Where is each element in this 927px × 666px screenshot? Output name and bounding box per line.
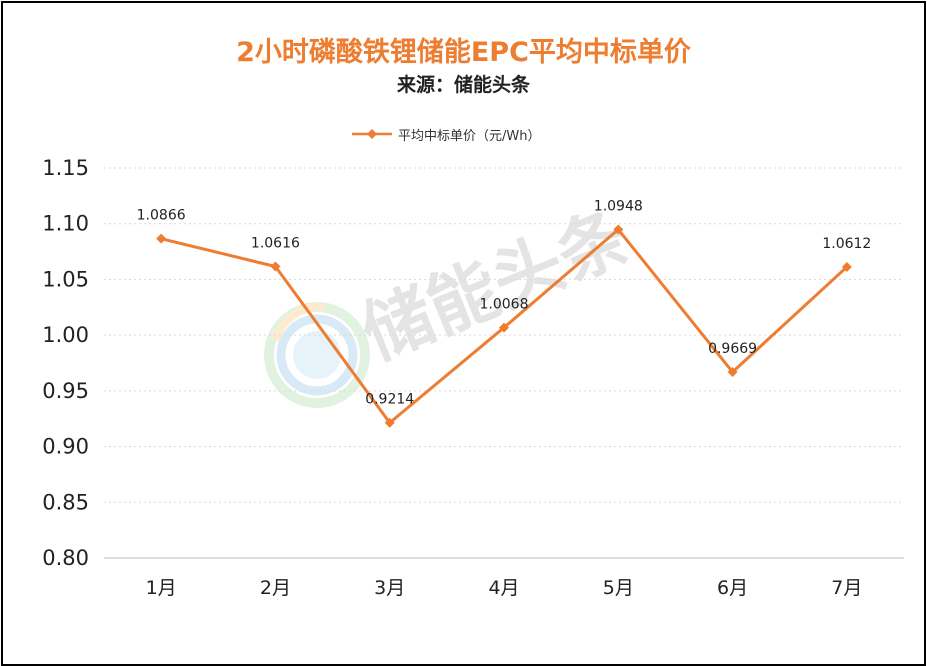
legend-line-marker — [352, 129, 392, 139]
y-tick-label: 1.15 — [42, 156, 89, 180]
data-label: 1.0612 — [822, 236, 871, 252]
data-point — [613, 224, 624, 235]
y-tick-label: 0.90 — [42, 435, 89, 459]
data-point — [727, 367, 738, 378]
y-tick-label: 0.85 — [42, 490, 89, 514]
x-tick-label: 5月 — [603, 577, 634, 599]
x-tick-label: 1月 — [146, 577, 177, 599]
data-point — [156, 233, 167, 244]
y-tick-label: 1.10 — [42, 212, 89, 236]
data-label: 1.0948 — [594, 199, 643, 215]
legend-label: 平均中标单价（元/Wh） — [398, 128, 541, 144]
y-tick-label: 0.95 — [42, 379, 89, 403]
data-label: 1.0068 — [480, 297, 529, 313]
data-label: 0.9669 — [708, 341, 757, 357]
y-tick-label: 0.80 — [42, 546, 89, 570]
data-label: 1.0866 — [137, 208, 186, 224]
x-tick-label: 4月 — [488, 577, 519, 599]
data-point — [384, 417, 395, 428]
chart-title: 2小时磷酸铁锂储能EPC平均中标单价 — [236, 37, 691, 68]
x-tick-label: 7月 — [831, 577, 862, 599]
y-tick-label: 1.05 — [42, 267, 89, 291]
chart-subtitle: 来源：储能头条 — [396, 74, 530, 96]
data-point — [841, 261, 852, 272]
x-tick-label: 3月 — [374, 577, 405, 599]
y-tick-label: 1.00 — [42, 323, 89, 347]
x-tick-label: 2月 — [260, 577, 291, 599]
x-tick-label: 6月 — [717, 577, 748, 599]
legend: 平均中标单价（元/Wh） — [350, 124, 540, 144]
data-label: 1.0616 — [251, 236, 300, 252]
data-label: 0.9214 — [365, 392, 414, 408]
data-point — [499, 322, 509, 333]
data-point — [270, 261, 281, 272]
